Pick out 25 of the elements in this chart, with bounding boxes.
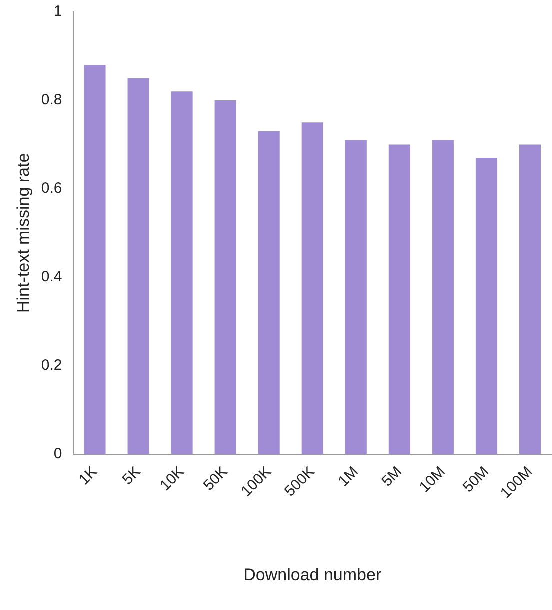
- bar: [214, 100, 236, 454]
- bar: [302, 122, 324, 454]
- bar: [258, 131, 280, 454]
- x-tick-label: 1M: [335, 463, 362, 490]
- y-tick-label: 1: [54, 3, 62, 20]
- bar: [388, 144, 410, 454]
- x-tick-label: 1K: [76, 463, 101, 488]
- bar: [84, 65, 106, 454]
- bar: [128, 78, 150, 454]
- y-tick-label: 0.4: [41, 268, 62, 286]
- x-tick-label: 5M: [378, 463, 406, 490]
- x-tick-label: 50K: [200, 463, 232, 494]
- y-tick-label: 0: [54, 445, 62, 462]
- y-tick-label: 0.6: [41, 180, 62, 198]
- bar: [476, 158, 498, 454]
- y-axis-title: Hint-text missing rate: [14, 153, 33, 314]
- bar: [432, 140, 454, 454]
- x-tick-label: 5K: [119, 463, 144, 488]
- x-tick-label: 10K: [156, 463, 188, 494]
- bar: [171, 92, 193, 454]
- x-axis-title: Download number: [244, 565, 382, 584]
- y-tick-label: 0.8: [41, 92, 62, 109]
- bar: [519, 144, 542, 454]
- bar: [345, 140, 367, 454]
- y-tick-label: 0.2: [41, 357, 62, 374]
